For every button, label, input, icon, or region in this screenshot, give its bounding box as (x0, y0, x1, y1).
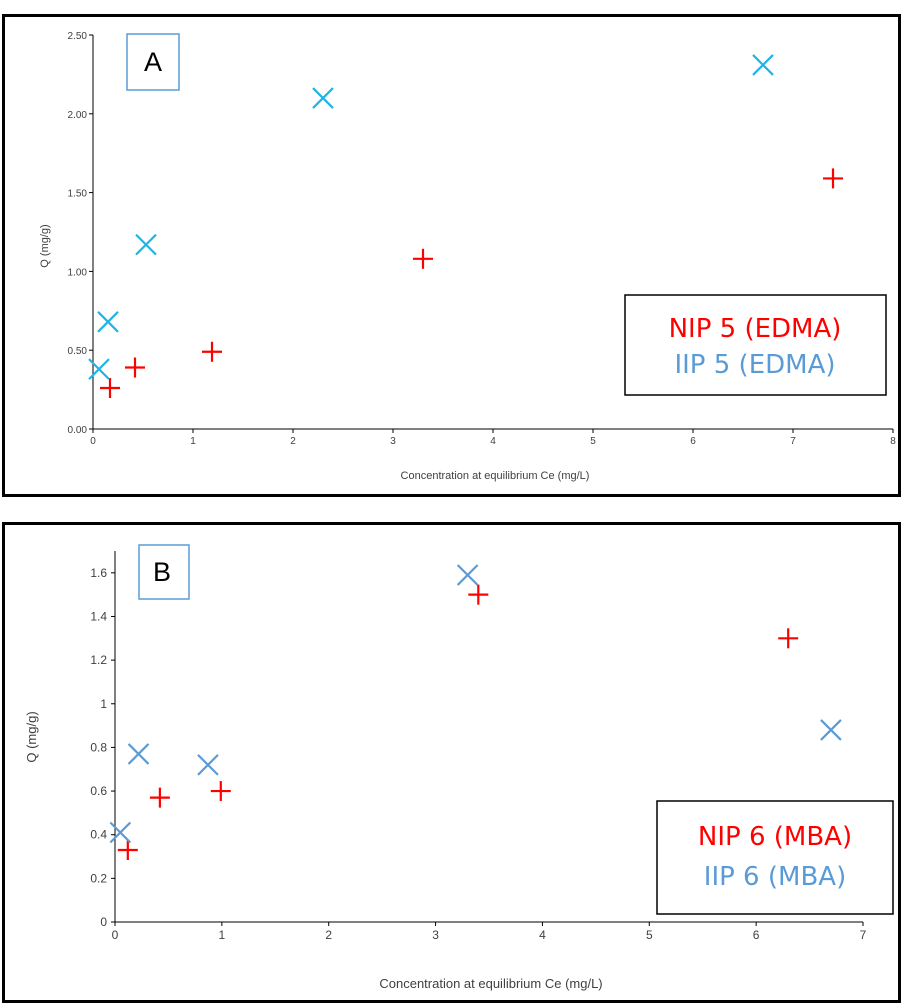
iip-data-point-a (89, 359, 109, 379)
chart-panel-a: A NIP 5 (EDMA) IIP 5 (EDMA) Q (mg/g) Con… (2, 14, 901, 497)
iip-data-point-b (110, 823, 130, 843)
iip-data-point-a (753, 55, 773, 75)
nip-data-point-a (125, 358, 145, 378)
y-tick-label-b: 0.6 (90, 784, 107, 798)
nip-data-point-b (778, 628, 798, 648)
nip-data-point-a (202, 342, 222, 362)
nip-data-point-b (118, 840, 138, 860)
x-axis-label-b: Concentration at equilibrium Ce (mg/L) (379, 976, 602, 991)
x-tick-label-a: 5 (590, 436, 596, 447)
y-tick-label-a: 1.00 (68, 267, 88, 278)
iip-data-point-a (313, 88, 333, 108)
y-tick-label-a: 0.50 (68, 346, 88, 357)
iip-data-point-b (458, 565, 478, 585)
iip-data-point-a (98, 312, 118, 332)
iip-data-point-b (821, 720, 841, 740)
y-tick-label-a: 2.50 (68, 31, 88, 42)
x-tick-label-b: 2 (325, 928, 332, 942)
x-tick-label-b: 5 (646, 928, 653, 942)
legend-box-b (657, 801, 893, 914)
y-axis-label-a: Q (mg/g) (39, 224, 51, 267)
nip-data-point-a (823, 168, 843, 188)
x-tick-label-a: 6 (690, 436, 696, 447)
nip-data-point-a (413, 249, 433, 269)
x-tick-label-b: 1 (219, 928, 226, 942)
y-tick-label-b: 0 (100, 915, 107, 929)
x-tick-label-b: 0 (112, 928, 119, 942)
y-tick-label-b: 1 (100, 697, 107, 711)
x-tick-label-a: 4 (490, 436, 496, 447)
nip-data-point-b (211, 781, 231, 801)
chart-a-plot: A NIP 5 (EDMA) IIP 5 (EDMA) Q (mg/g) Con… (5, 17, 898, 494)
x-tick-label-b: 6 (753, 928, 760, 942)
x-tick-label-a: 1 (190, 436, 196, 447)
legend-label-iip6: IIP 6 (MBA) (704, 862, 846, 892)
y-tick-label-b: 1.4 (90, 609, 107, 623)
y-tick-label-b: 0.8 (90, 740, 107, 754)
x-tick-label-a: 8 (890, 436, 896, 447)
chart-b-plot: B NIP 6 (MBA) IIP 6 (MBA) Q (mg/g) Conce… (5, 525, 898, 1000)
y-tick-label-a: 1.50 (68, 189, 88, 200)
panel-label-a: A (144, 47, 162, 77)
nip-data-point-a (100, 378, 120, 398)
panel-label-b: B (153, 557, 171, 587)
x-tick-label-b: 7 (860, 928, 867, 942)
x-axis-label-a: Concentration at equilibrium Ce (mg/L) (401, 470, 590, 482)
legend-label-iip5: IIP 5 (EDMA) (674, 350, 835, 380)
iip-data-point-b (129, 744, 149, 764)
legend-label-nip6: NIP 6 (MBA) (698, 822, 852, 852)
x-tick-label-b: 4 (539, 928, 546, 942)
y-tick-label-a: 0.00 (68, 425, 88, 436)
x-tick-label-a: 2 (290, 436, 296, 447)
legend-box-a (625, 295, 886, 395)
y-tick-label-a: 2.00 (68, 110, 88, 121)
nip-data-point-b (150, 788, 170, 808)
x-tick-label-a: 7 (790, 436, 796, 447)
y-tick-label-b: 1.6 (90, 566, 107, 580)
nip-data-point-b (468, 585, 488, 605)
y-tick-label-b: 1.2 (90, 653, 107, 667)
x-tick-label-b: 3 (432, 928, 439, 942)
iip-data-point-a (136, 235, 156, 255)
iip-data-point-b (198, 755, 218, 775)
y-tick-label-b: 0.4 (90, 828, 107, 842)
y-tick-label-b: 0.2 (90, 871, 107, 885)
x-tick-label-a: 3 (390, 436, 396, 447)
legend-label-nip5: NIP 5 (EDMA) (669, 314, 842, 344)
y-axis-label-b: Q (mg/g) (24, 711, 39, 762)
chart-panel-b: B NIP 6 (MBA) IIP 6 (MBA) Q (mg/g) Conce… (2, 522, 901, 1003)
x-tick-label-a: 0 (90, 436, 96, 447)
